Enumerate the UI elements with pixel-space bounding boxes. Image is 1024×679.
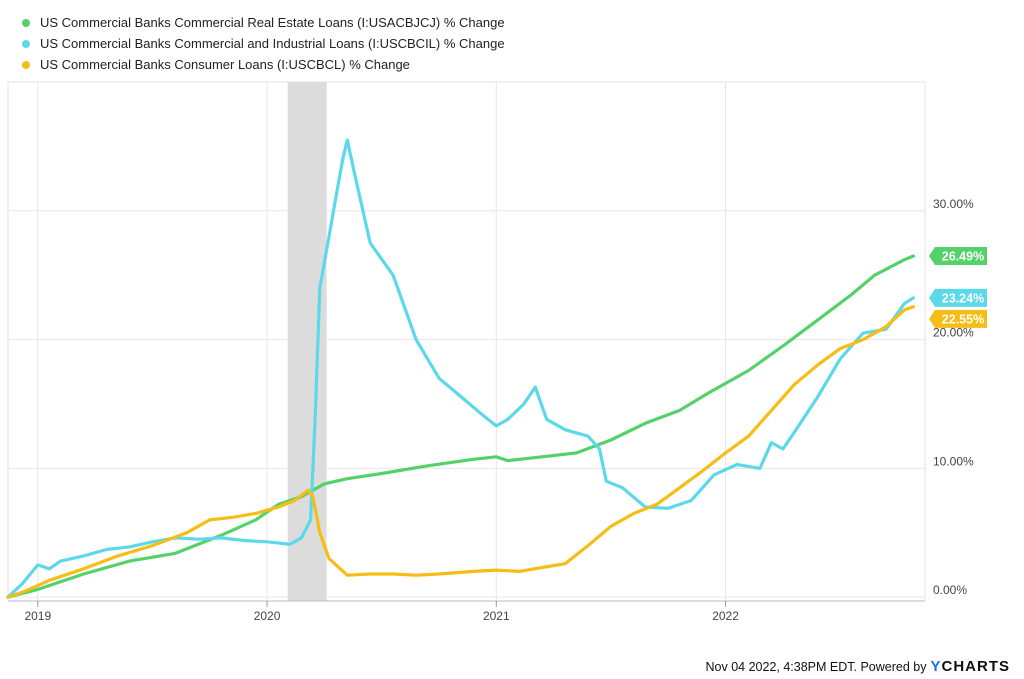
legend-label: US Commercial Banks Commercial and Indus… <box>40 36 505 51</box>
legend-label: US Commercial Banks Consumer Loans (I:US… <box>40 57 410 72</box>
x-tick-label: 2019 <box>24 609 51 623</box>
legend-label: US Commercial Banks Commercial Real Esta… <box>40 15 505 30</box>
value-badge <box>929 309 987 328</box>
x-tick-label: 2021 <box>483 609 510 623</box>
value-badge-label: 23.24% <box>942 291 984 305</box>
y-tick-label: 10.00% <box>933 454 974 468</box>
value-badge-label: 26.49% <box>942 249 984 263</box>
legend-dot-icon <box>22 18 30 27</box>
legend-dot-icon <box>22 39 30 48</box>
y-tick-label: 20.00% <box>933 326 974 340</box>
value-badge-label: 22.55% <box>942 312 984 326</box>
y-tick-label: 0.00% <box>933 583 967 597</box>
legend-item-consumer[interactable]: US Commercial Banks Consumer Loans (I:US… <box>22 54 505 75</box>
series-line-2 <box>6 305 916 599</box>
x-tick-label: 2022 <box>712 609 739 623</box>
value-badge <box>929 246 987 265</box>
legend-item-cre[interactable]: US Commercial Banks Commercial Real Esta… <box>22 12 505 33</box>
value-badge <box>929 288 987 307</box>
series-line-1 <box>6 138 916 599</box>
shaded-period <box>287 82 327 601</box>
ycharts-logo[interactable]: YCHARTS <box>930 658 1010 675</box>
legend: US Commercial Banks Commercial Real Esta… <box>22 12 505 75</box>
series-line-0 <box>6 254 916 599</box>
timestamp: Nov 04 2022, 4:38PM EDT. Powered by <box>705 659 927 674</box>
legend-item-ci[interactable]: US Commercial Banks Commercial and Indus… <box>22 33 505 54</box>
legend-dot-icon <box>22 60 30 69</box>
y-tick-label: 30.00% <box>933 197 974 211</box>
x-tick-label: 2020 <box>254 609 281 623</box>
footer: Nov 04 2022, 4:38PM EDT. Powered by YCHA… <box>706 658 1010 675</box>
